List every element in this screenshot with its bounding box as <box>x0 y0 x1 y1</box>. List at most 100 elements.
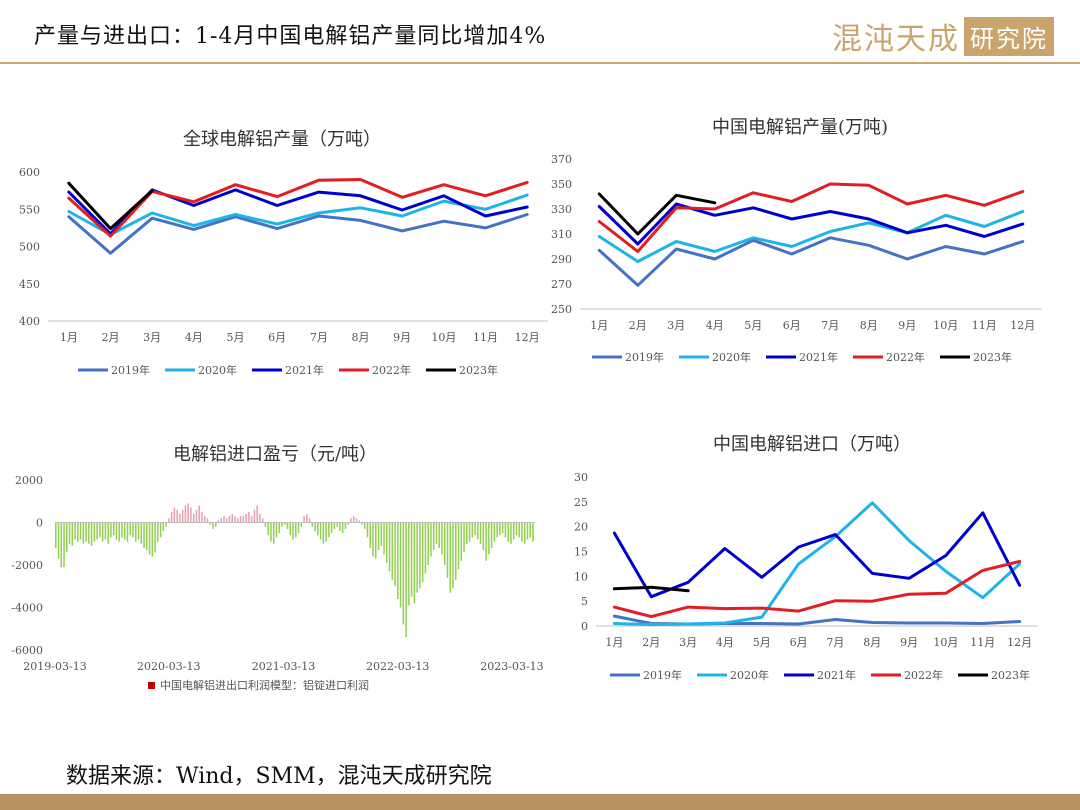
y-tick-label: 15 <box>574 546 588 559</box>
profit-bar <box>366 522 369 538</box>
x-tick-label: 3月 <box>143 331 161 344</box>
profit-bar <box>515 522 518 536</box>
legend-label: 中国电解铝进出口利润模型：铝锭进口利润 <box>160 678 369 692</box>
x-tick-label: 3月 <box>679 636 697 649</box>
x-tick-label: 1月 <box>605 636 623 649</box>
profit-bar <box>380 522 383 546</box>
profit-bar <box>93 522 96 542</box>
y-tick-label: 290 <box>551 253 572 266</box>
x-tick-label: 8月 <box>860 319 878 332</box>
x-tick-label: 12月 <box>515 331 540 344</box>
profit-bar <box>466 522 468 544</box>
profit-bar <box>146 522 148 551</box>
profit-bar <box>452 522 454 589</box>
legend-label: 2020年 <box>198 363 237 377</box>
profit-bar <box>237 518 239 523</box>
legend-label: 2021年 <box>799 350 838 364</box>
y-tick-label: 30 <box>574 471 588 484</box>
profit-bar <box>132 522 134 538</box>
profit-bar <box>507 522 509 542</box>
y-tick-label: 250 <box>551 303 572 316</box>
profit-bar <box>157 522 159 542</box>
x-tick-label: 4月 <box>706 319 724 332</box>
profit-bar <box>85 522 87 542</box>
profit-bar <box>129 522 131 536</box>
profit-bar <box>488 522 490 555</box>
profit-bar <box>501 522 504 534</box>
profit-bar <box>190 507 192 523</box>
profit-bar <box>198 505 200 523</box>
x-tick-label: 5月 <box>744 319 762 332</box>
profit-bar <box>526 522 529 540</box>
series-line-2021年 <box>67 188 529 236</box>
profit-bar <box>397 522 399 599</box>
profit-bar <box>82 522 85 544</box>
page-title: 产量与进出口：1-4月中国电解铝产量同比增加4% <box>34 24 547 49</box>
profit-bar <box>529 522 531 538</box>
profit-bar <box>239 516 242 523</box>
profit-bar <box>88 522 90 544</box>
x-tick-label: 11月 <box>970 636 995 649</box>
profit-bar <box>151 522 154 557</box>
x-tick-label: 5月 <box>227 331 245 344</box>
x-tick-label: 4月 <box>716 636 734 649</box>
y-tick-label: 10 <box>574 570 588 583</box>
x-tick-label: 2021-03-13 <box>252 660 315 673</box>
legend-label: 2023年 <box>991 668 1030 682</box>
profit-bar <box>410 522 413 597</box>
profit-bar <box>386 522 388 563</box>
profit-bar <box>474 522 476 536</box>
profit-bar <box>123 522 126 540</box>
y-tick-label: 550 <box>19 203 40 216</box>
profit-bar <box>350 518 352 523</box>
profit-bar <box>267 522 269 536</box>
profit-bar <box>490 522 493 548</box>
profit-bar <box>289 522 291 536</box>
y-tick-label: 330 <box>551 203 572 216</box>
x-tick-label: 3月 <box>667 319 685 332</box>
profit-bar <box>212 522 214 529</box>
y-tick-label: 310 <box>551 228 572 241</box>
series-line-2020年 <box>612 501 1022 626</box>
profit-bar <box>253 509 256 523</box>
profit-bar <box>60 522 63 568</box>
profit-bar <box>259 514 261 523</box>
profit-bar <box>372 522 374 557</box>
series-line-2023年 <box>597 192 717 236</box>
profit-bar <box>283 522 286 525</box>
x-tick-label: 7月 <box>310 331 328 344</box>
profit-bar <box>90 522 93 546</box>
profit-bar <box>181 509 184 523</box>
profit-bar <box>228 516 231 523</box>
logo-text: 混沌天成 <box>832 22 960 57</box>
x-tick-label: 2022-03-13 <box>366 660 429 673</box>
profit-bar <box>159 522 162 538</box>
profit-bar <box>413 522 416 604</box>
profit-bar <box>399 522 402 608</box>
profit-bar <box>231 514 234 523</box>
profit-bar <box>170 511 173 523</box>
x-tick-label: 12月 <box>1007 636 1032 649</box>
profit-bar <box>143 522 145 548</box>
profit-bar <box>110 522 112 538</box>
legend-swatch <box>148 682 155 689</box>
import-profit-chart: 电解铝进口盈亏（元/吨） -6000 -4000 -2000 0 2000 2019-03-… <box>11 444 543 692</box>
profit-bar <box>226 518 228 523</box>
y-tick-label: 370 <box>551 153 572 166</box>
legend-label: 2019年 <box>111 363 150 377</box>
y-tick-label: 450 <box>19 278 40 291</box>
x-tick-label: 6月 <box>790 636 808 649</box>
legend-label: 2020年 <box>712 350 751 364</box>
x-tick-label: 2月 <box>102 331 120 344</box>
series-line-2022年 <box>67 178 529 238</box>
profit-bar <box>248 511 250 523</box>
profit-bar <box>435 522 438 544</box>
profit-bar <box>419 522 421 589</box>
profit-bar <box>297 522 300 534</box>
profit-bar <box>383 522 385 555</box>
x-tick-label: 1月 <box>590 319 608 332</box>
profit-bar <box>79 522 82 540</box>
legend-label: 2023年 <box>973 350 1012 364</box>
legend-label: 2022年 <box>904 668 943 682</box>
series-line-2023年 <box>67 181 154 231</box>
